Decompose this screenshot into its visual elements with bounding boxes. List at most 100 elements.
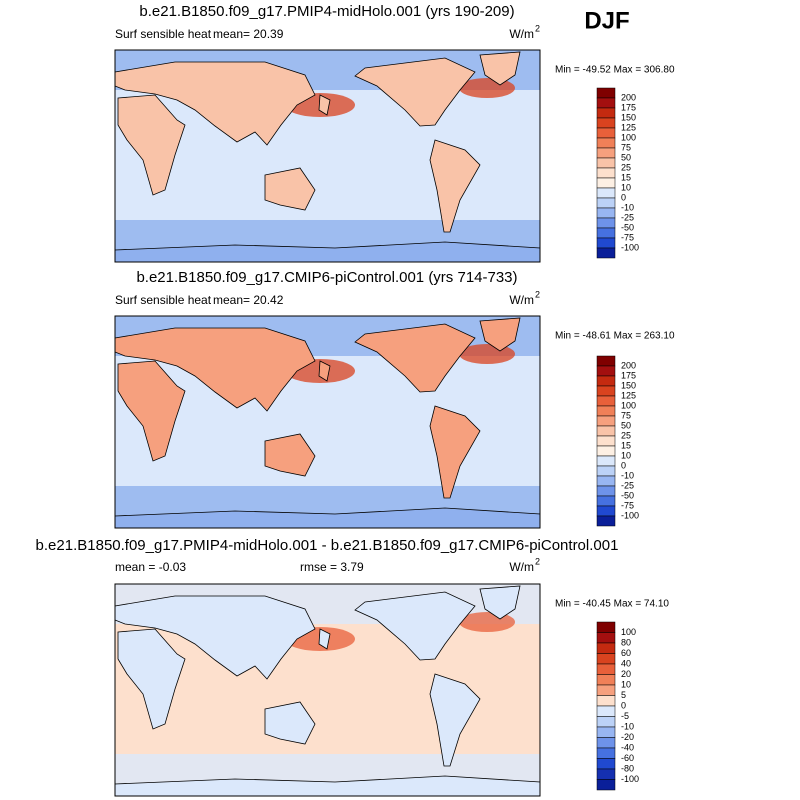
colorbar-box — [596, 365, 616, 377]
colorbar-box — [596, 684, 616, 696]
colorbar-box — [596, 415, 616, 427]
map-frame — [114, 583, 541, 797]
colorbar-box — [596, 621, 616, 633]
panel-title: b.e21.B1850.f09_g17.PMIP4-midHolo.001 - … — [36, 537, 619, 554]
panel-title: b.e21.B1850.f09_g17.PMIP4-midHolo.001 (y… — [139, 3, 514, 20]
colorbar-label: -75 — [621, 232, 634, 242]
map-frame — [114, 315, 541, 529]
landmass — [354, 323, 476, 393]
colorbar-label: -100 — [621, 774, 639, 784]
colorbar-label: 150 — [621, 380, 636, 390]
min-max: Min = -48.61 Max = 263.10 — [555, 331, 675, 342]
landmass — [114, 327, 316, 412]
colorbar-label: 125 — [621, 390, 636, 400]
colorbar-label: -75 — [621, 500, 634, 510]
colorbar-box — [596, 475, 616, 487]
landmass — [479, 317, 521, 352]
colorbar-box — [596, 87, 616, 99]
colorbar-box — [596, 147, 616, 159]
center-label: mean= 20.39 — [213, 27, 284, 41]
colorbar-label: 75 — [621, 410, 631, 420]
colorbar-box — [596, 157, 616, 169]
colorbar-label: 200 — [621, 92, 636, 102]
map-frame — [114, 49, 541, 263]
map — [114, 49, 541, 263]
colorbar-label: -100 — [621, 510, 639, 520]
colorbar-box — [596, 197, 616, 209]
units: W/m — [509, 560, 534, 574]
units: W/m — [509, 27, 534, 41]
colorbar-box — [596, 355, 616, 367]
colorbar-label: 5 — [621, 690, 626, 700]
colorbar-label: -25 — [621, 480, 634, 490]
colorbar-box — [596, 515, 616, 527]
colorbar-box — [596, 127, 616, 139]
colorbar-label: -10 — [621, 721, 634, 731]
colorbar-box — [596, 642, 616, 654]
colorbar-box — [596, 747, 616, 759]
colorbar-label: 200 — [621, 360, 636, 370]
min-max: Min = -40.45 Max = 74.10 — [555, 599, 669, 610]
colorbar-label: 10 — [621, 679, 631, 689]
landmass — [479, 585, 521, 620]
colorbar-label: 40 — [621, 658, 631, 668]
colorbar-box — [596, 107, 616, 119]
colorbar-label: -10 — [621, 202, 634, 212]
colorbar-label: -5 — [621, 711, 629, 721]
colorbar-label: 15 — [621, 172, 631, 182]
colorbar-box — [596, 187, 616, 199]
units-exponent: 2 — [535, 556, 540, 566]
landmass — [429, 405, 481, 499]
colorbar-box — [596, 177, 616, 189]
landmass — [318, 628, 331, 650]
colorbar-box — [596, 435, 616, 447]
landmass — [114, 595, 316, 680]
colorbar-label: 0 — [621, 460, 626, 470]
colorbar-label: 10 — [621, 182, 631, 192]
colorbar-box — [596, 758, 616, 770]
landmass — [264, 433, 316, 477]
map — [114, 583, 541, 797]
colorbar-box — [596, 653, 616, 665]
colorbar-label: 125 — [621, 122, 636, 132]
colorbar-label: 0 — [621, 700, 626, 710]
colorbar-label: 100 — [621, 627, 636, 637]
colorbar-box — [596, 227, 616, 239]
colorbar-label: 80 — [621, 637, 631, 647]
landmass — [117, 628, 186, 730]
colorbar-box — [596, 97, 616, 109]
season-label: DJF — [584, 7, 629, 34]
left-label: mean = -0.03 — [115, 560, 186, 574]
colorbar-box — [596, 395, 616, 407]
colorbar-box — [596, 207, 616, 219]
colorbar-label: 150 — [621, 112, 636, 122]
colorbar-box — [596, 217, 616, 229]
colorbar-label: 0 — [621, 192, 626, 202]
colorbar-label: -40 — [621, 742, 634, 752]
landmass — [318, 94, 331, 116]
colorbar-box — [596, 485, 616, 497]
colorbar-label: 100 — [621, 400, 636, 410]
colorbar-box — [596, 167, 616, 179]
colorbar-box — [596, 779, 616, 791]
colorbar-label: -10 — [621, 470, 634, 480]
colorbar-label: 175 — [621, 370, 636, 380]
center-label: mean= 20.42 — [213, 293, 284, 307]
landmass — [264, 701, 316, 745]
colorbar-box — [596, 385, 616, 397]
center-label: rmse = 3.79 — [300, 560, 364, 574]
colorbar-box — [596, 674, 616, 686]
colorbar-label: 15 — [621, 440, 631, 450]
colorbar-box — [596, 768, 616, 780]
landmass — [264, 167, 316, 211]
colorbar-label: 100 — [621, 132, 636, 142]
colorbar-box — [596, 465, 616, 477]
landmass — [117, 360, 186, 462]
colorbar-box — [596, 137, 616, 149]
colorbar-box — [596, 632, 616, 644]
landmass — [354, 57, 476, 127]
colorbar-label: 25 — [621, 162, 631, 172]
min-max: Min = -49.52 Max = 306.80 — [555, 65, 675, 76]
colorbar-box — [596, 505, 616, 517]
